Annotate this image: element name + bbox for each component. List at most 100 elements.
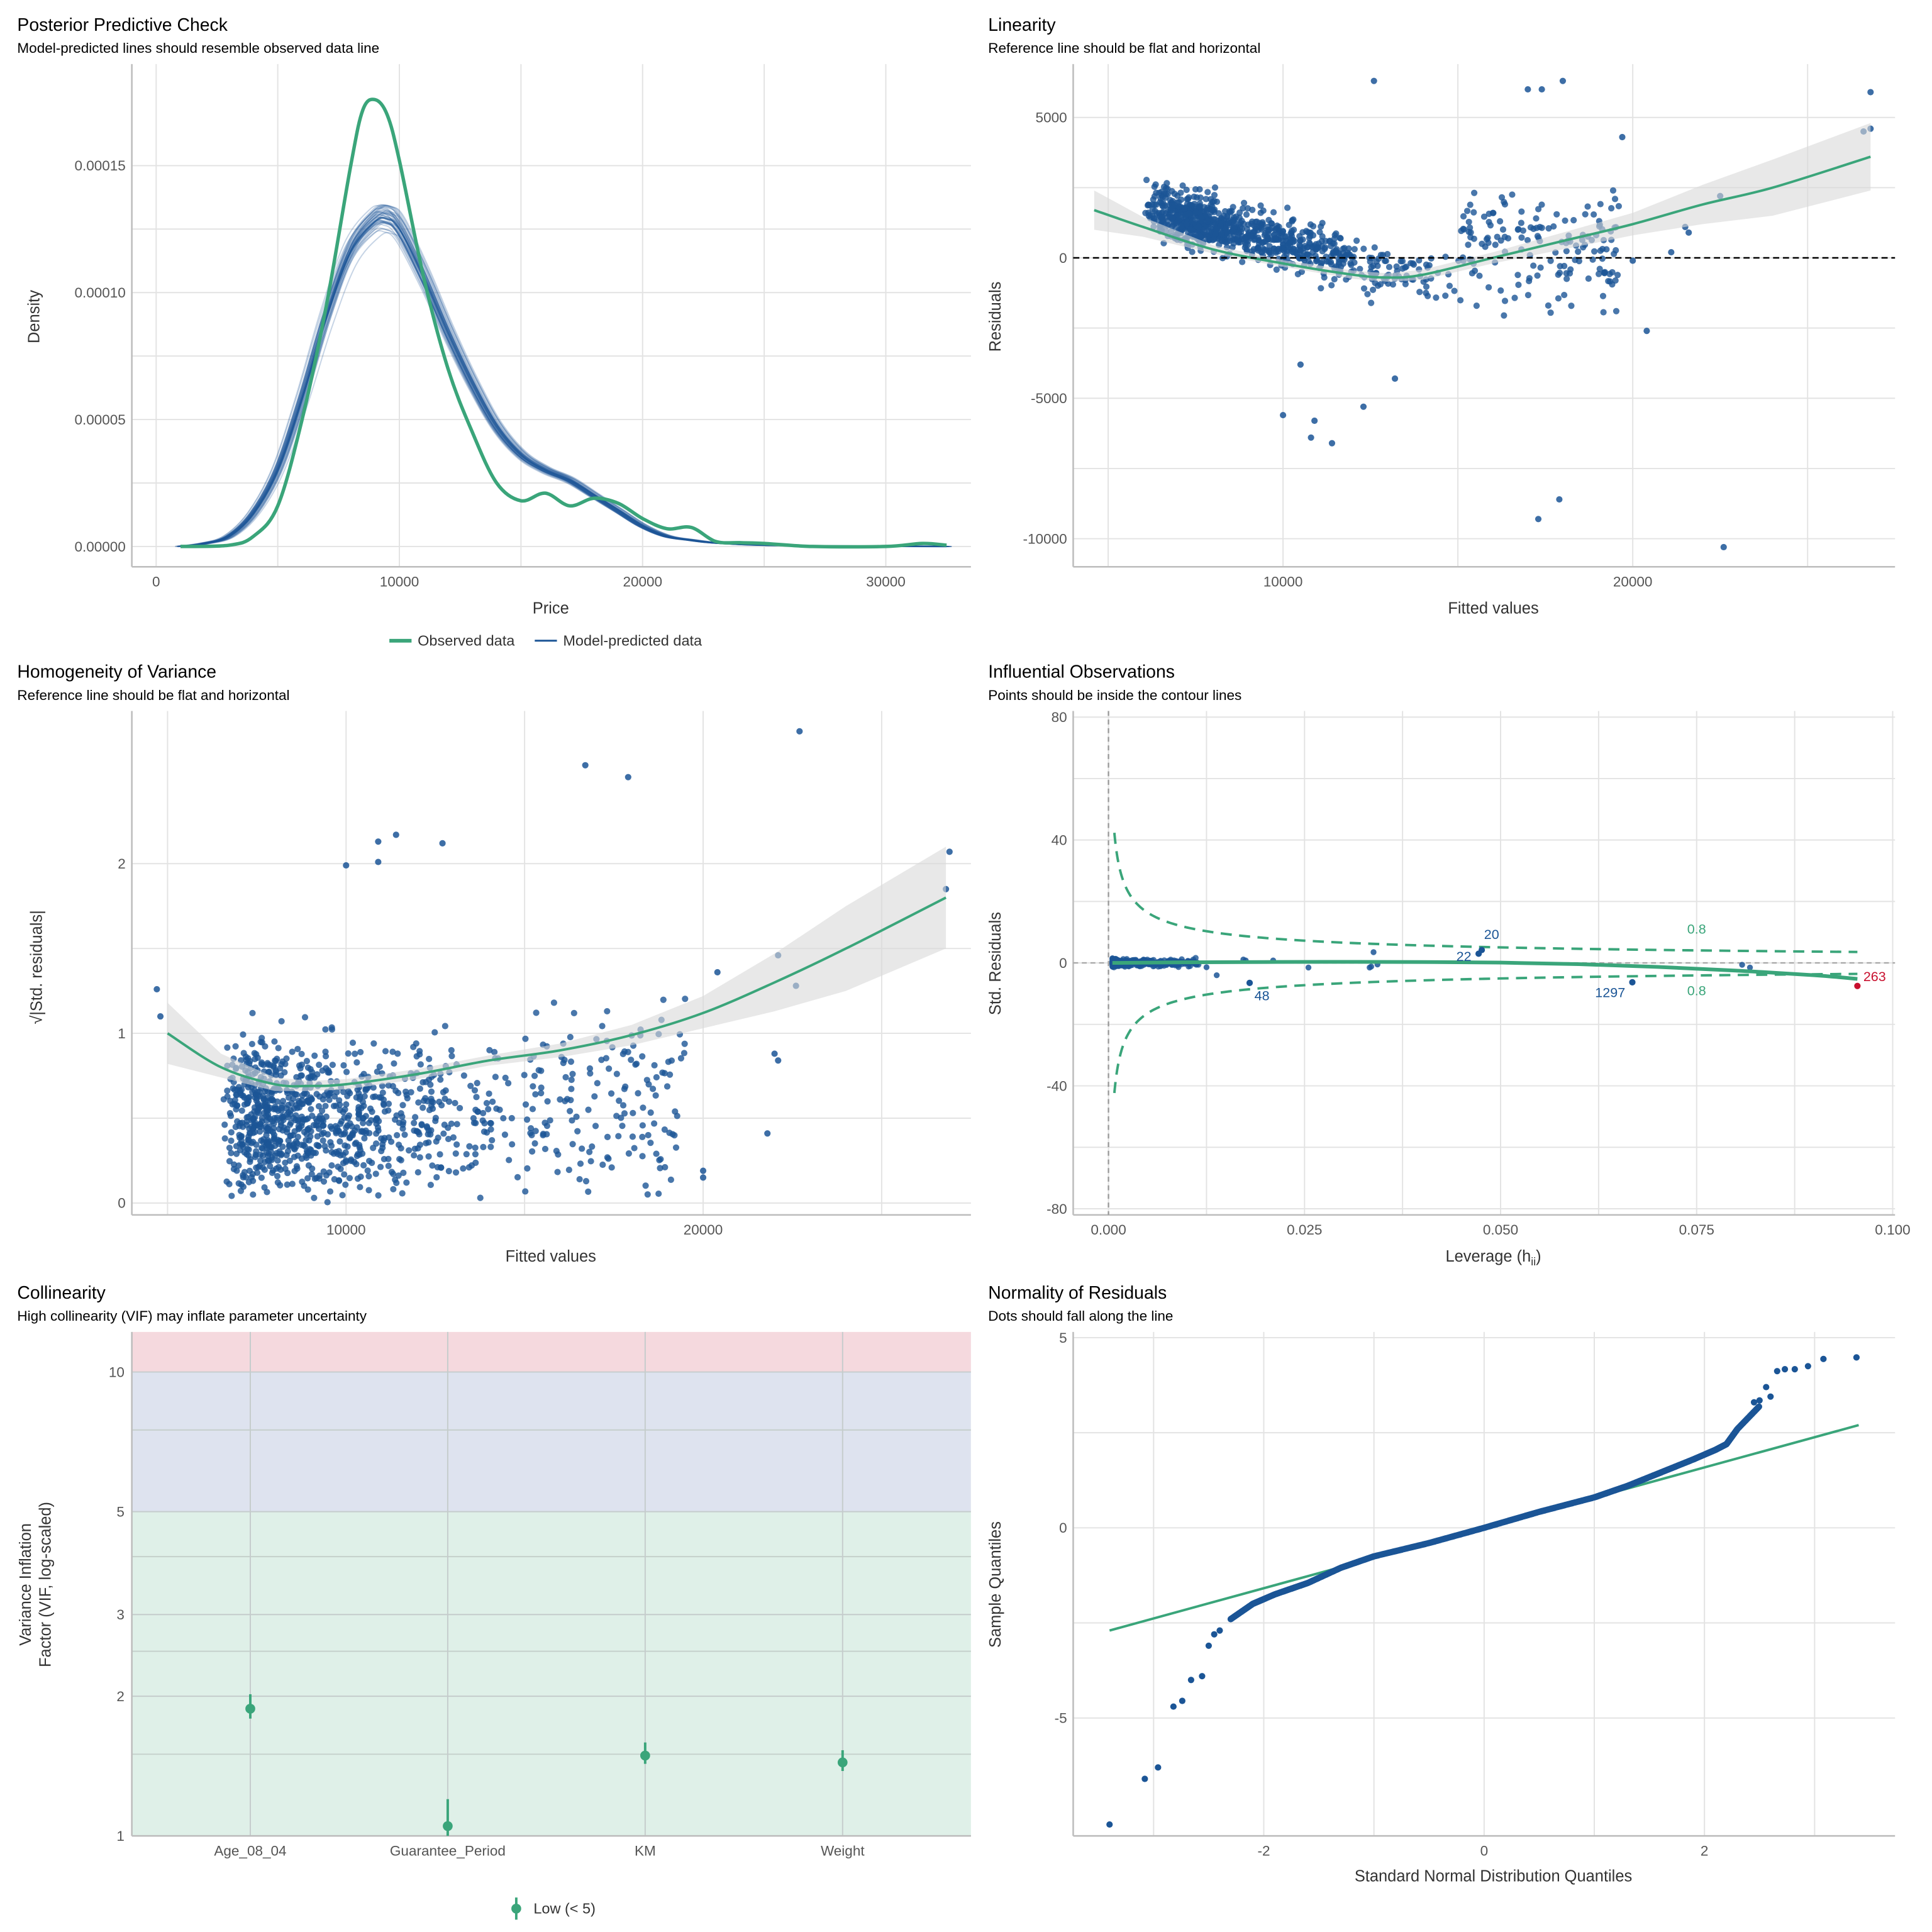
residual-point <box>1601 270 1608 277</box>
sqrt-residual-point <box>606 1065 613 1072</box>
sqrt-residual-point <box>354 1175 361 1182</box>
sqrt-residual-point <box>523 1116 531 1123</box>
sqrt-residual-point <box>306 1137 313 1144</box>
sqrt-residual-point <box>608 1164 615 1171</box>
sqrt-residual-point <box>433 1174 440 1181</box>
sqrt-residual-point <box>320 1178 328 1185</box>
sqrt-residual-point <box>680 1050 688 1057</box>
residual-point <box>1433 294 1440 301</box>
sqrt-residual-point <box>330 1102 338 1109</box>
residual-point <box>1248 248 1255 255</box>
sqrt-residual-point <box>470 1115 477 1122</box>
model-predicted-line <box>175 211 941 547</box>
residual-point <box>1164 213 1171 220</box>
sqrt-residual-point <box>570 1009 577 1016</box>
y-tick-label: 3 <box>116 1607 125 1623</box>
sqrt-residual-point <box>375 858 382 865</box>
sqrt-residual-point <box>365 1187 372 1194</box>
sqrt-residual-point <box>355 1111 362 1118</box>
sqrt-residual-point <box>445 1168 452 1175</box>
sqrt-residual-point <box>543 1123 551 1130</box>
sqrt-residual-point <box>353 1152 360 1160</box>
sqrt-residual-point <box>493 1105 500 1112</box>
sqrt-residual-point <box>390 1170 397 1177</box>
residual-point <box>1174 192 1181 199</box>
sqrt-residual-point <box>505 1080 512 1087</box>
sqrt-residual-point <box>258 1102 265 1109</box>
y-tick-label: 0 <box>1059 1520 1067 1536</box>
sqrt-residual-point <box>653 1150 660 1157</box>
residual-point <box>1385 264 1393 270</box>
cook-contour-label: 0.8 <box>1687 921 1706 937</box>
sqrt-residual-point <box>619 1123 626 1130</box>
sqrt-residual-point <box>282 1060 289 1067</box>
sqrt-residual-point <box>592 1123 599 1130</box>
residual-point <box>1538 201 1545 208</box>
sqrt-residual-point <box>630 1109 636 1116</box>
residual-point <box>1575 248 1582 255</box>
residual-point <box>1255 234 1262 242</box>
sqrt-residual-point <box>502 1074 509 1081</box>
sqrt-residual-point <box>613 1070 620 1077</box>
sqrt-residual-point <box>645 1081 652 1088</box>
sqrt-residual-point <box>326 1188 334 1195</box>
sqrt-residual-point <box>298 1155 305 1162</box>
residual-point <box>1273 266 1280 273</box>
model-predicted-line <box>182 221 950 547</box>
sqrt-residual-point <box>667 1071 674 1078</box>
residual-point <box>1193 194 1201 201</box>
sqrt-residual-point <box>378 1094 385 1101</box>
sqrt-residual-point <box>277 1122 284 1129</box>
residual-point <box>1159 214 1166 221</box>
sqrt-residual-point <box>248 1040 255 1048</box>
sqrt-residual-point <box>486 1090 492 1097</box>
observation-point <box>1157 963 1163 970</box>
sqrt-residual-point <box>249 1009 256 1016</box>
sqrt-residual-point <box>262 1142 270 1149</box>
sqrt-residual-point <box>554 1169 561 1175</box>
observation-point <box>1203 964 1210 970</box>
model-predicted-line <box>177 219 944 547</box>
sqrt-residual-point <box>274 1055 280 1062</box>
observation-point <box>1739 962 1745 968</box>
x-tick-label: 30000 <box>866 574 906 590</box>
sqrt-residual-point <box>522 1188 529 1195</box>
residual-point <box>1511 294 1518 301</box>
smooth-line <box>1112 960 1858 981</box>
x-tick-label: 2 <box>1701 1843 1709 1859</box>
sqrt-residual-point <box>599 1161 606 1169</box>
model-predicted-line <box>185 204 952 547</box>
sqrt-residual-point <box>416 1085 424 1092</box>
residual-point <box>1629 257 1636 264</box>
sqrt-residual-point <box>311 1175 318 1182</box>
sqrt-residual-point <box>474 1080 480 1087</box>
residual-point <box>1465 228 1472 235</box>
residual-point <box>1374 262 1381 269</box>
x-axis-label: Fitted values <box>1448 600 1538 618</box>
sqrt-residual-point <box>428 1088 435 1095</box>
sqrt-residual-point <box>269 1129 277 1136</box>
qq-point <box>1755 1403 1762 1410</box>
residual-point <box>1319 219 1326 226</box>
sqrt-residual-point <box>382 1048 389 1055</box>
sqrt-residual-point <box>265 1111 272 1118</box>
residual-point <box>1369 286 1377 293</box>
sqrt-residual-point <box>399 1121 406 1128</box>
sqrt-residual-point <box>268 1148 275 1156</box>
sqrt-residual-point <box>585 1106 592 1113</box>
model-predicted-line <box>180 228 947 547</box>
sqrt-residual-point <box>287 1107 294 1114</box>
residual-point <box>1547 309 1554 316</box>
residual-point <box>1360 245 1367 252</box>
residual-point <box>1197 214 1205 221</box>
sqrt-residual-point <box>347 1120 353 1127</box>
sqrt-residual-point <box>269 1169 276 1177</box>
sqrt-residual-point <box>343 862 350 869</box>
sqrt-residual-point <box>333 1089 340 1096</box>
sqrt-residual-point <box>366 1130 373 1136</box>
residual-point <box>1609 269 1616 276</box>
residual-point <box>1643 328 1650 335</box>
sqrt-residual-point <box>647 1140 654 1146</box>
sqrt-residual-point <box>385 1155 392 1162</box>
sqrt-residual-point <box>275 1045 282 1052</box>
